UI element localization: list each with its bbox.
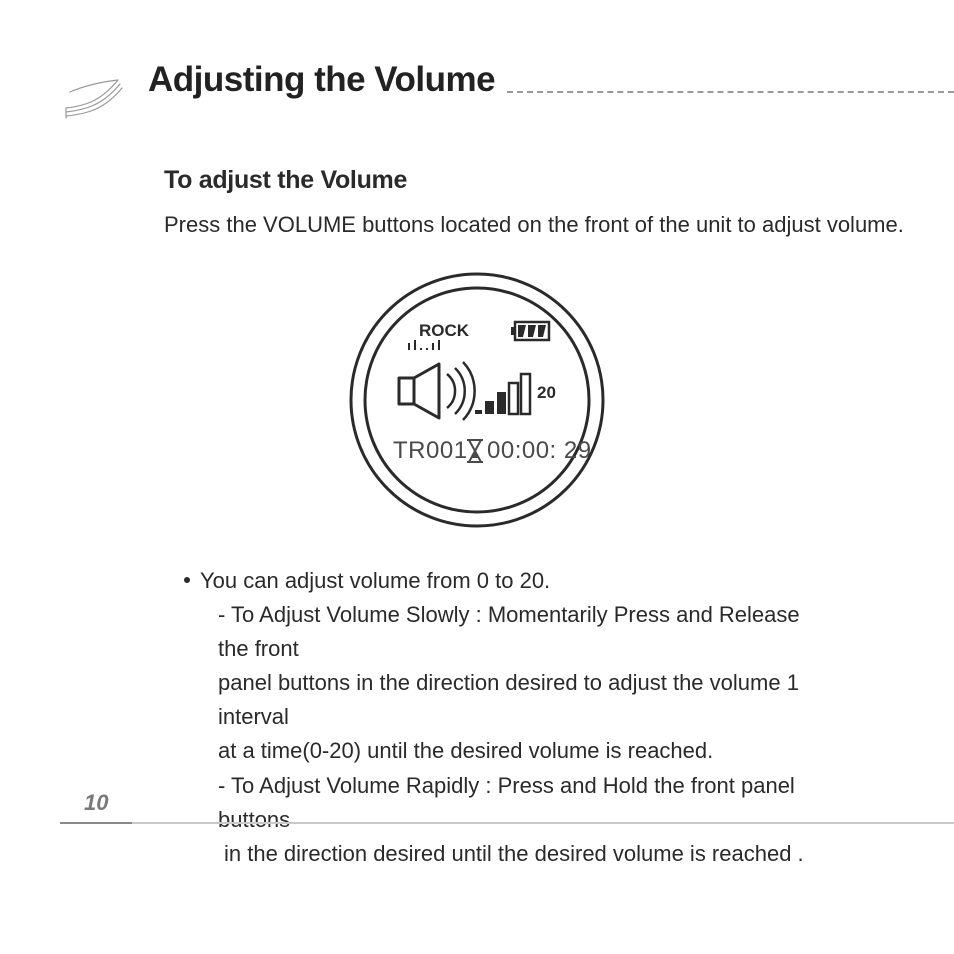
- bullet-dot-icon: [184, 577, 190, 583]
- section-heading: To adjust the Volume: [164, 166, 407, 195]
- device-display-diagram: ROCK: [347, 270, 607, 530]
- sub-instruction-line: - To Adjust Volume Slowly : Momentarily …: [184, 598, 834, 666]
- speaker-icon: [399, 362, 475, 420]
- sub-instruction-line: - To Adjust Volume Rapidly : Press and H…: [184, 769, 834, 837]
- sub-instruction-line: at a time(0-20) until the desired volume…: [184, 734, 834, 768]
- playback-time: 00:00: 29: [487, 437, 592, 464]
- dashed-rule: [507, 91, 954, 93]
- hourglass-icon: [467, 440, 483, 462]
- eq-label: ROCK: [419, 321, 470, 340]
- volume-bars-icon: [475, 374, 530, 414]
- page-number: 10: [84, 790, 108, 816]
- track-id: TR001: [393, 437, 468, 464]
- battery-icon: [511, 322, 549, 340]
- section-body: Press the VOLUME buttons located on the …: [164, 212, 904, 238]
- footer-rule: [60, 822, 954, 824]
- bullet-line: You can adjust volume from 0 to 20.: [184, 564, 834, 598]
- sub-instruction-line: in the direction desired until the desir…: [184, 837, 834, 871]
- manual-page: Adjusting the Volume To adjust the Volum…: [0, 0, 954, 954]
- title-row: Adjusting the Volume: [148, 60, 954, 100]
- book-leaf-icon: [60, 62, 130, 132]
- page-title: Adjusting the Volume: [148, 60, 495, 100]
- instruction-list: You can adjust volume from 0 to 20. - To…: [184, 564, 834, 871]
- volume-level-value: 20: [537, 383, 556, 402]
- bullet-text: You can adjust volume from 0 to 20.: [200, 568, 550, 593]
- sub-instruction-line: panel buttons in the direction desired t…: [184, 666, 834, 734]
